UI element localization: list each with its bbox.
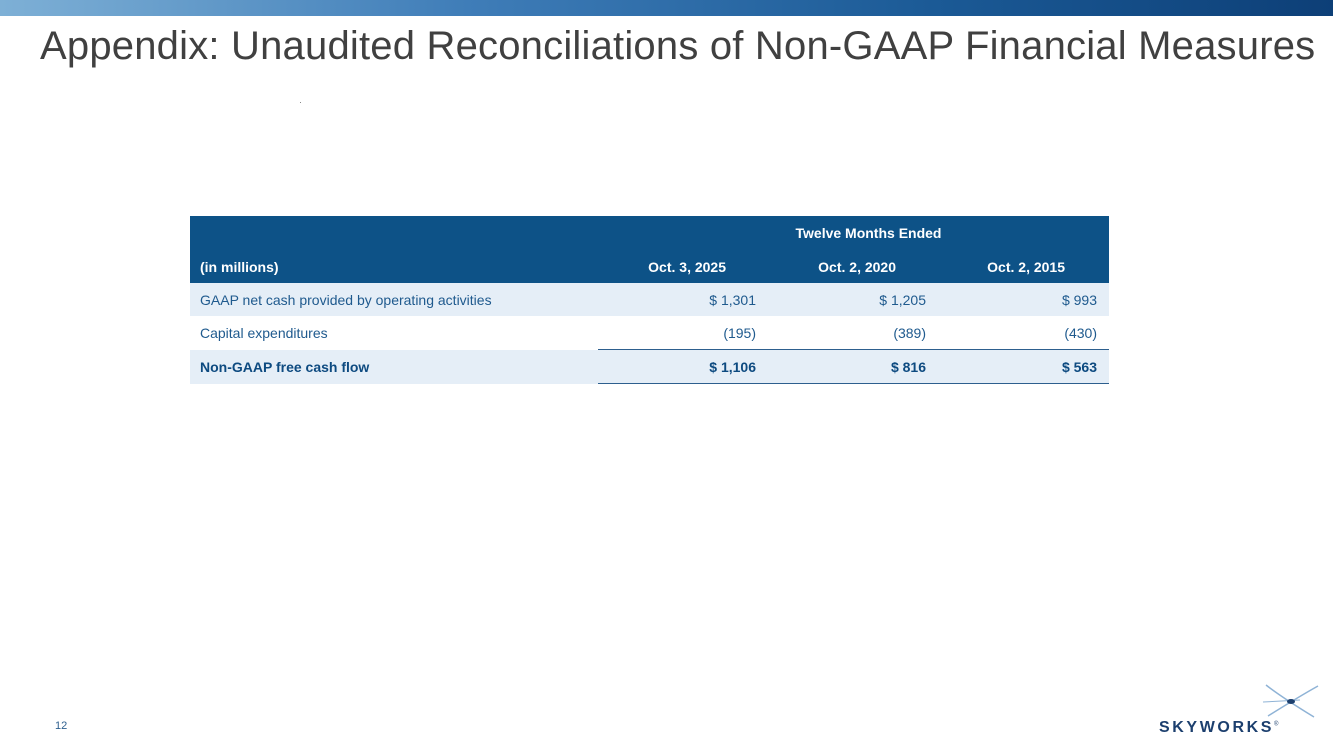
logo-mark-icon bbox=[1262, 684, 1319, 718]
cell-value: (389) bbox=[893, 324, 926, 341]
table-column-header-row: (in millions) Oct. 3, 2025 Oct. 2, 2020 … bbox=[190, 250, 1109, 283]
cell-value: $ 816 bbox=[768, 349, 938, 384]
table-group-header-row: Twelve Months Ended bbox=[190, 216, 1109, 250]
header-spacer bbox=[190, 216, 598, 250]
table-row: GAAP net cash provided by operating acti… bbox=[190, 283, 1109, 316]
logo-wordmark: SKYWORKS® bbox=[1159, 719, 1279, 736]
cell-value: $ 563 bbox=[938, 349, 1109, 384]
table-total-row: Non-GAAP free cash flow $ 1,106 $ 816 $ … bbox=[190, 349, 1109, 384]
row-label: GAAP net cash provided by operating acti… bbox=[190, 283, 598, 316]
stray-dot bbox=[300, 102, 301, 103]
column-header-2015: Oct. 2, 2015 bbox=[938, 250, 1109, 283]
cell-value: (195) bbox=[723, 324, 756, 341]
row-label: Non-GAAP free cash flow bbox=[190, 349, 598, 384]
reconciliation-table: Twelve Months Ended (in millions) Oct. 3… bbox=[190, 216, 1109, 384]
cell-value: $ 1,301 bbox=[598, 283, 768, 316]
page-number: 12 bbox=[55, 720, 68, 732]
page-title: Appendix: Unaudited Reconciliations of N… bbox=[40, 24, 1316, 68]
cell-value: $ 1,106 bbox=[598, 349, 768, 384]
cell-value: (430) bbox=[1064, 324, 1097, 341]
top-banner bbox=[0, 0, 1333, 16]
units-header: (in millions) bbox=[190, 250, 598, 283]
column-header-2025: Oct. 3, 2025 bbox=[598, 250, 768, 283]
column-header-2020: Oct. 2, 2020 bbox=[768, 250, 938, 283]
company-logo: SKYWORKS® bbox=[1155, 682, 1325, 742]
table-row: Capital expenditures (195) (389) (430) bbox=[190, 316, 1109, 350]
cell-value: $ 1,205 bbox=[768, 283, 938, 316]
group-header: Twelve Months Ended bbox=[598, 216, 1109, 250]
row-label: Capital expenditures bbox=[200, 324, 328, 341]
cell-value: $ 993 bbox=[938, 283, 1109, 316]
